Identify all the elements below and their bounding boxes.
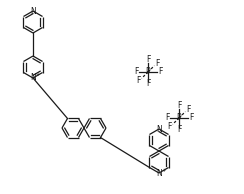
Text: F: F [167,122,172,131]
Text: +: + [162,167,166,172]
Text: F: F [186,105,191,114]
Text: N: N [156,169,162,178]
Text: F: F [134,68,138,76]
Text: N: N [30,74,36,82]
Text: +: + [36,73,40,77]
Text: F: F [177,126,181,134]
Text: N: N [156,125,162,133]
Text: F: F [165,113,169,122]
Text: N: N [30,7,36,16]
Text: P: P [146,68,150,76]
Text: F: F [146,80,150,88]
Text: F: F [189,113,193,122]
Text: F: F [146,55,150,64]
Text: F: F [155,59,160,68]
Text: P: P [177,113,181,122]
Text: F: F [136,76,141,85]
Text: F: F [158,68,162,76]
Text: F: F [177,101,181,111]
